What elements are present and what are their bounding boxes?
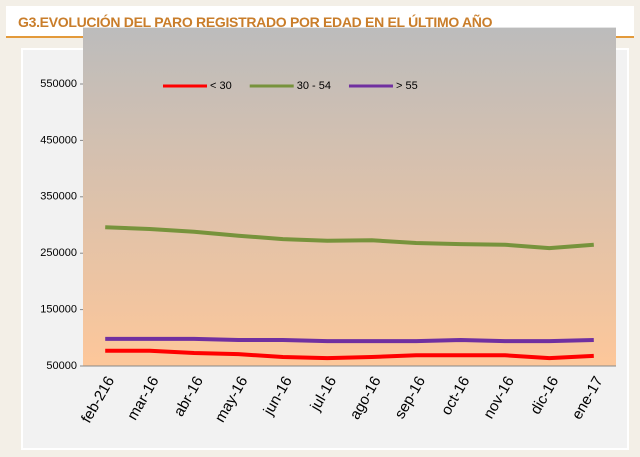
legend-label: 30 - 54 [297, 80, 331, 92]
y-tick-label: 50000 [46, 360, 77, 372]
legend-label: > 55 [396, 80, 418, 92]
chart-title: G3.EVOLUCIÓN DEL PARO REGISTRADO POR EDA… [18, 14, 493, 30]
legend-label: < 30 [210, 80, 232, 92]
y-tick-label: 550000 [40, 78, 77, 90]
series-line [105, 348, 594, 361]
y-tick-label: 450000 [40, 134, 77, 146]
series-line [105, 336, 594, 344]
series-line [105, 225, 594, 251]
y-tick-label: 350000 [40, 191, 77, 203]
y-tick-label: 250000 [40, 247, 77, 259]
y-tick-label: 150000 [40, 304, 77, 316]
plot-area [83, 27, 616, 366]
